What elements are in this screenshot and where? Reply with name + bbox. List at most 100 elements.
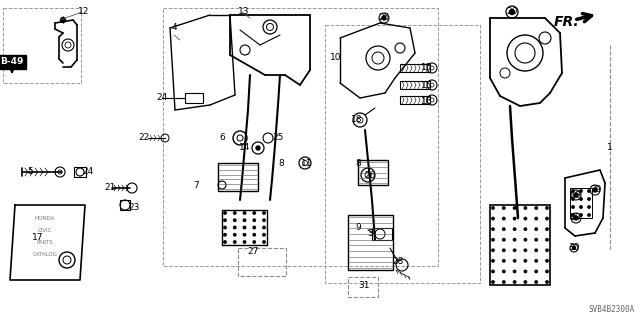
Bar (400, 64, 430, 72)
Circle shape (513, 239, 516, 241)
Circle shape (502, 207, 505, 209)
Circle shape (572, 190, 574, 192)
Circle shape (524, 260, 527, 262)
Bar (3, 8, 81, 83)
Circle shape (492, 270, 494, 273)
Circle shape (574, 216, 578, 220)
Text: 9: 9 (355, 224, 361, 233)
Circle shape (524, 217, 527, 220)
Circle shape (492, 260, 494, 262)
Text: 6: 6 (219, 133, 225, 143)
Text: 15: 15 (421, 63, 433, 72)
Text: 15: 15 (421, 80, 433, 90)
Circle shape (253, 212, 255, 214)
Text: HONDA: HONDA (35, 216, 55, 221)
Circle shape (535, 260, 538, 262)
Circle shape (509, 10, 515, 14)
Circle shape (572, 206, 574, 208)
Bar (238, 248, 286, 276)
Text: 24: 24 (83, 167, 93, 176)
Text: 28: 28 (392, 257, 404, 266)
Circle shape (580, 206, 582, 208)
Text: SVB4B2300A: SVB4B2300A (589, 305, 635, 314)
Text: 25: 25 (378, 13, 390, 23)
Text: 17: 17 (32, 234, 44, 242)
Text: 30: 30 (568, 243, 580, 253)
Circle shape (572, 214, 574, 216)
Circle shape (243, 212, 246, 214)
Circle shape (224, 226, 226, 229)
Circle shape (524, 249, 527, 251)
Circle shape (492, 239, 494, 241)
Text: 7: 7 (193, 181, 199, 189)
Text: 31: 31 (358, 280, 370, 290)
Circle shape (546, 260, 548, 262)
Circle shape (502, 217, 505, 220)
Circle shape (513, 207, 516, 209)
Text: 1: 1 (607, 144, 613, 152)
Circle shape (535, 281, 538, 283)
Circle shape (263, 226, 265, 229)
Circle shape (593, 188, 597, 192)
Text: 23: 23 (128, 204, 140, 212)
Circle shape (546, 228, 548, 230)
Circle shape (263, 212, 265, 214)
Circle shape (234, 241, 236, 243)
Text: 22: 22 (138, 133, 150, 143)
Circle shape (492, 207, 494, 209)
Circle shape (573, 247, 575, 249)
Circle shape (234, 212, 236, 214)
Text: 8: 8 (278, 159, 284, 167)
Bar (74, 167, 86, 177)
Circle shape (502, 270, 505, 273)
Text: FR.: FR. (554, 15, 580, 29)
Circle shape (535, 217, 538, 220)
Circle shape (253, 226, 255, 229)
Circle shape (588, 206, 590, 208)
Bar (120, 200, 130, 210)
Circle shape (224, 219, 226, 221)
Circle shape (263, 241, 265, 243)
Circle shape (243, 226, 246, 229)
Bar (185, 93, 203, 103)
Text: 13: 13 (238, 8, 250, 17)
Circle shape (546, 239, 548, 241)
Circle shape (502, 281, 505, 283)
Bar (222, 210, 267, 245)
Circle shape (572, 198, 574, 200)
Circle shape (513, 260, 516, 262)
Circle shape (535, 239, 538, 241)
Circle shape (535, 207, 538, 209)
Bar (348, 277, 378, 297)
Circle shape (502, 239, 505, 241)
Text: 27: 27 (247, 248, 259, 256)
Circle shape (546, 207, 548, 209)
Circle shape (234, 219, 236, 221)
Text: 10: 10 (330, 54, 342, 63)
Circle shape (546, 281, 548, 283)
Text: 19: 19 (570, 213, 582, 222)
Circle shape (502, 260, 505, 262)
Text: CIVIC: CIVIC (38, 228, 52, 233)
Circle shape (256, 146, 260, 150)
Circle shape (502, 228, 505, 230)
Circle shape (546, 249, 548, 251)
Circle shape (546, 270, 548, 273)
Circle shape (535, 228, 538, 230)
Text: 4: 4 (171, 24, 177, 33)
Text: 26: 26 (364, 170, 376, 180)
Text: 20: 20 (506, 8, 518, 17)
Circle shape (492, 217, 494, 220)
Circle shape (513, 270, 516, 273)
Circle shape (224, 234, 226, 236)
Circle shape (588, 190, 590, 192)
Circle shape (263, 234, 265, 236)
Circle shape (588, 198, 590, 200)
Circle shape (224, 212, 226, 214)
Bar (163, 8, 438, 266)
Circle shape (234, 234, 236, 236)
Circle shape (546, 217, 548, 220)
Circle shape (502, 249, 505, 251)
Bar (490, 205, 550, 285)
Text: CATALOG: CATALOG (33, 252, 58, 257)
